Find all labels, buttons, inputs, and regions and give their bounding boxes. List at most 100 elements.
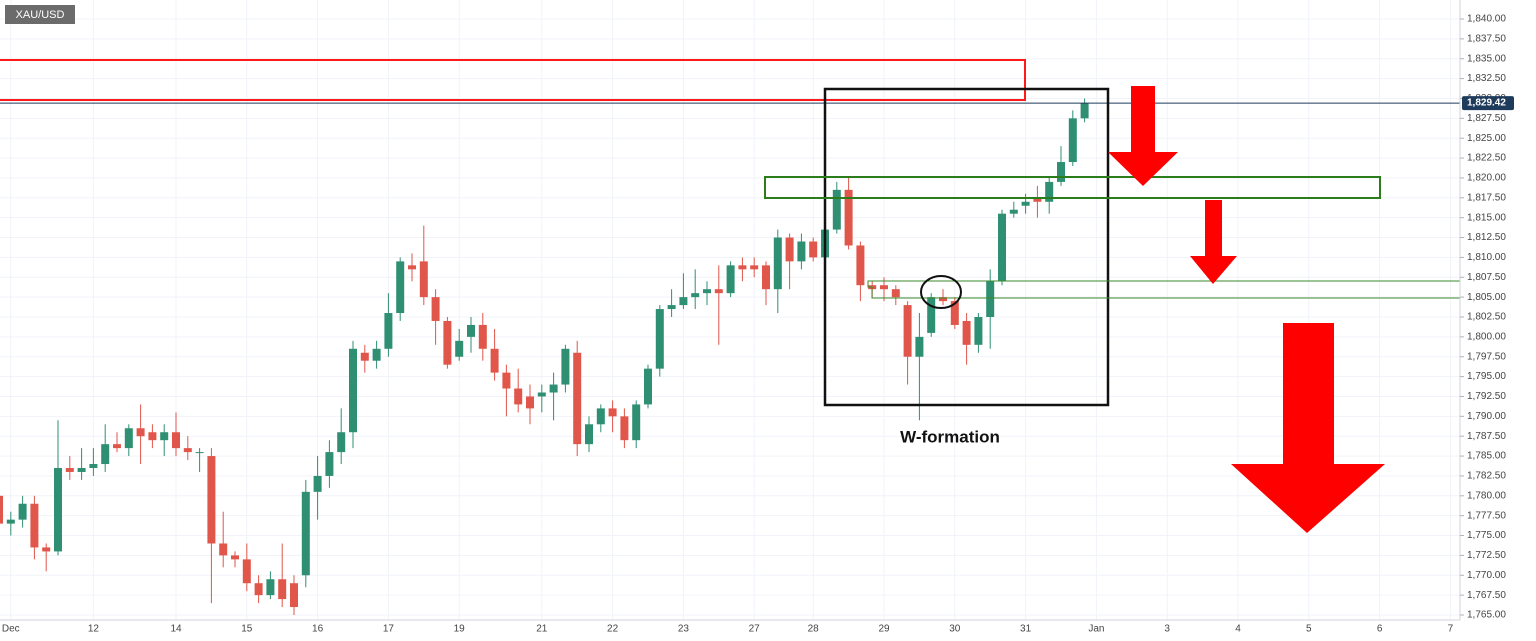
candle-body <box>18 503 27 520</box>
y-tick-label: 1,797.50 <box>1467 351 1506 362</box>
candle-body <box>1021 201 1030 206</box>
y-tick-label: 1,785.00 <box>1467 451 1506 462</box>
support-zone <box>764 176 1381 199</box>
candle-body <box>832 189 841 230</box>
candle-body <box>195 452 204 454</box>
candle-body <box>89 464 98 468</box>
chart-title: XAU/USD <box>16 9 65 21</box>
candle-body <box>42 547 51 552</box>
candle-body <box>679 297 688 306</box>
x-tick-label: 12 <box>88 624 100 635</box>
candle-body <box>1057 162 1065 182</box>
y-tick-label: 1,807.50 <box>1467 272 1506 283</box>
candle-body <box>77 467 86 472</box>
candle-body <box>172 432 180 449</box>
candle-body <box>231 555 239 560</box>
candle-body <box>490 348 499 373</box>
x-tick-label: 6 <box>1377 624 1383 635</box>
y-tick-label: 1,815.00 <box>1467 212 1506 223</box>
candle-body <box>349 348 357 433</box>
candle-body <box>785 237 794 262</box>
candle-body <box>844 189 853 246</box>
x-tick-label: 28 <box>808 624 820 635</box>
x-tick-label: Jan <box>1088 624 1104 635</box>
candle-body <box>183 448 192 453</box>
y-tick-label: 1,775.00 <box>1467 530 1506 541</box>
x-tick-label: 31 <box>1020 624 1032 635</box>
candle-body <box>1080 103 1089 119</box>
candle-body <box>30 503 39 548</box>
candle-body <box>54 467 62 552</box>
candle-body <box>290 583 298 608</box>
candle-body <box>408 265 416 270</box>
candle-body <box>773 237 782 290</box>
y-tick-label: 1,792.50 <box>1467 391 1506 402</box>
y-tick-label: 1,787.50 <box>1467 431 1506 442</box>
y-tick-label: 1,832.50 <box>1467 73 1506 84</box>
candle-body <box>974 317 983 345</box>
y-tick-label: 1,777.50 <box>1467 510 1506 521</box>
down-arrow <box>1231 323 1385 533</box>
candle-body <box>596 408 605 425</box>
candle-body <box>1033 197 1042 202</box>
candle-body <box>266 579 275 596</box>
x-tick-label: 4 <box>1235 624 1241 635</box>
candle-body <box>1068 118 1077 163</box>
y-tick-label: 1,840.00 <box>1467 14 1506 25</box>
y-tick-label: 1,795.00 <box>1467 371 1506 382</box>
x-tick-label: 27 <box>749 624 761 635</box>
x-tick-label: 15 <box>241 624 253 635</box>
y-tick-label: 1,827.50 <box>1467 113 1506 124</box>
annotations: W-formation <box>0 59 1460 533</box>
candle-body <box>478 324 487 349</box>
candle-body <box>620 416 629 441</box>
annotation: W-formation <box>900 427 1000 446</box>
candle-body <box>313 475 322 492</box>
y-tick-label: 1,817.50 <box>1467 192 1506 203</box>
candle-body <box>160 432 169 441</box>
candle-body <box>998 213 1006 282</box>
candle-body <box>950 301 959 325</box>
candle-body <box>101 444 110 465</box>
candle-body <box>6 519 15 524</box>
x-tick-label: 16 <box>312 624 324 635</box>
candle-body <box>750 265 759 270</box>
candle-body <box>939 297 947 302</box>
down-arrow <box>1190 200 1237 284</box>
candle-body <box>1045 181 1054 202</box>
x-tick-label: 17 <box>383 624 395 635</box>
candle-body <box>809 241 818 258</box>
last-price-box <box>1462 96 1514 111</box>
candle-body <box>372 348 381 361</box>
candle-body <box>396 261 405 314</box>
candle-body <box>632 404 641 441</box>
candle-body <box>962 320 971 345</box>
x-tick-label: 19 <box>454 624 466 635</box>
candle-body <box>360 352 369 361</box>
candle-body <box>419 261 428 298</box>
support-lines <box>867 280 1460 299</box>
candle-body <box>903 305 912 357</box>
candle-body <box>384 313 393 349</box>
candle-body <box>537 392 546 397</box>
y-tick-label: 1,837.50 <box>1467 34 1506 45</box>
candle-body <box>136 428 145 437</box>
candle-body <box>703 289 711 294</box>
candle-body <box>278 579 287 600</box>
symbol-box <box>5 5 75 24</box>
candle-body <box>927 297 936 333</box>
resistance-zone <box>0 59 1026 101</box>
y-tick-label: 1,765.00 <box>1467 610 1506 621</box>
circle-marker <box>920 275 962 309</box>
y-tick-label: 1,770.00 <box>1467 570 1506 581</box>
candle-body <box>655 309 664 369</box>
y-tick-label: 1,812.50 <box>1467 232 1506 243</box>
y-tick-label: 1,822.50 <box>1467 153 1506 164</box>
candle-body <box>880 285 888 290</box>
y-tick-label: 1,805.00 <box>1467 292 1506 303</box>
candle-body <box>1009 209 1018 214</box>
candle-body <box>608 408 617 417</box>
x-tick-label: 3 <box>1164 624 1170 635</box>
candle-body <box>691 293 700 298</box>
